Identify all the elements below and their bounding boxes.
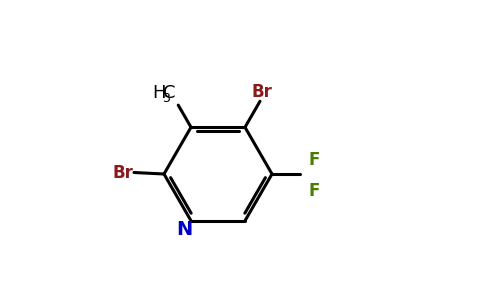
Text: F: F xyxy=(308,182,320,200)
Text: C: C xyxy=(163,84,175,102)
Text: Br: Br xyxy=(251,83,272,101)
Text: H: H xyxy=(153,84,166,102)
Text: F: F xyxy=(308,151,320,169)
Text: Br: Br xyxy=(112,164,133,181)
Text: N: N xyxy=(176,220,193,239)
Text: 3: 3 xyxy=(162,92,170,105)
